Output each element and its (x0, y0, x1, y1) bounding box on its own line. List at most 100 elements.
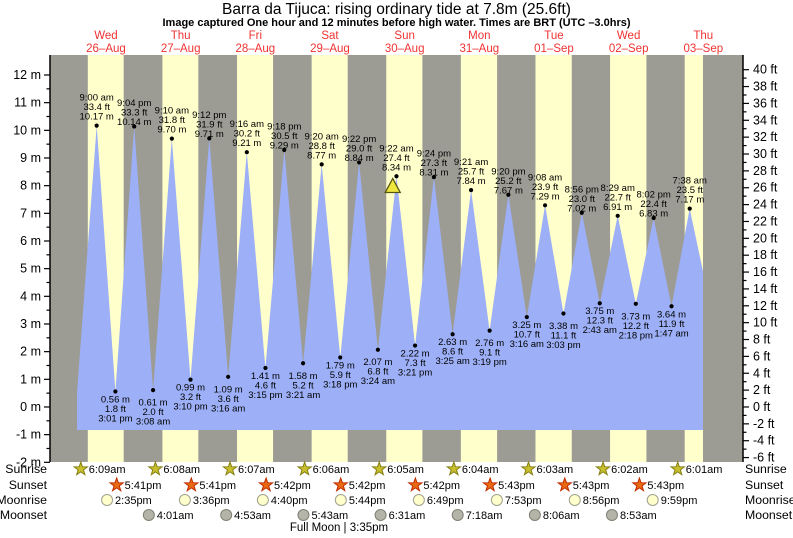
sunrise-icon (72, 460, 89, 476)
low-tide-label-line: 1.58 m (289, 371, 318, 382)
high-tide-label-line: 9:22 am (379, 143, 413, 154)
low-tide-label-line: 3.38 m (549, 321, 578, 332)
moonrise-icon (334, 494, 347, 506)
low-tide-label-line: 3:24 am (361, 376, 395, 387)
low-tide-label-line: 2.76 m (475, 338, 504, 349)
left-axis-label: 3 m (20, 317, 41, 331)
low-tide-label: 1.79 m5.9 ft3:18 pm (323, 360, 357, 390)
high-tide-label-line: 7.29 m (531, 191, 560, 202)
date-label-weekday: Sun (394, 30, 414, 42)
high-tide-label-line: 8.31 m (419, 168, 448, 179)
right-axis-label: 32 ft (753, 130, 778, 144)
high-tide-label-line: 28.8 ft (308, 141, 335, 152)
high-tide-label-line: 9:00 am (80, 93, 114, 104)
high-tide-label-line: 7:38 am (673, 176, 707, 187)
moonrise-icon (412, 494, 425, 506)
moonset-time: 5:43am (311, 510, 348, 522)
moonrise-time: 6:49pm (427, 495, 464, 507)
date-label-date: 27–Aug (161, 43, 201, 55)
high-tide-label-line: 9:20 am (305, 131, 339, 142)
right-axis-label: 20 ft (753, 231, 778, 245)
low-tide-label: 3.25 m10.7 ft3:16 am (510, 320, 544, 350)
right-axis-label: 8 ft (753, 333, 771, 347)
low-tide-label-line: 2:43 am (583, 325, 617, 336)
high-tide-label-line: 9:04 pm (117, 98, 151, 109)
high-tide-label-line: 27.4 ft (383, 153, 410, 164)
high-tide-label-line: 9:18 pm (267, 121, 301, 132)
low-tide-label-line: 3:19 pm (472, 357, 506, 368)
right-axis-label: -2 ft (753, 417, 775, 431)
row-label-moonrise-right: Moonrise (745, 493, 793, 507)
low-tide-label-line: 3:08 am (136, 417, 170, 428)
low-tide-label-line: 2:18 pm (619, 330, 653, 341)
low-tide-label: 0.99 m3.2 ft3:10 pm (173, 383, 207, 413)
low-tide-label: 3.38 m11.1 ft3:03 pm (546, 321, 580, 351)
low-tide-label-line: 2.07 m (363, 357, 392, 368)
low-tide-dot (412, 343, 418, 348)
low-tide-label-line: 12.3 ft (587, 316, 614, 327)
moonset-time: 4:01am (157, 510, 194, 522)
high-tide-dot (207, 136, 212, 141)
low-tide-dot (450, 332, 455, 337)
low-tide-label-line: 3:10 pm (173, 402, 207, 413)
low-tide-label-line: 3:21 pm (398, 368, 432, 379)
right-axis-label: 14 ft (753, 282, 778, 296)
high-tide-dot (687, 206, 692, 211)
tide-curve (77, 125, 703, 430)
left-axis-label: 9 m (20, 151, 41, 165)
date-label-weekday: Wed (94, 30, 117, 42)
moonset-time: 7:18am (466, 510, 503, 522)
left-axis-label: 6 m (20, 234, 41, 248)
low-tide-label: 3.73 m12.2 ft2:18 pm (619, 311, 653, 341)
high-tide-label-line: 8:02 pm (636, 190, 670, 201)
row-label-moonset-left: Moonset (0, 508, 48, 522)
high-tide-label-line: 8:29 am (601, 183, 635, 194)
sunset-time: 5:42pm (274, 480, 311, 492)
chart-title: Barra da Tijuca: rising ordinary tide at… (222, 1, 571, 18)
low-tide-label-line: 12.2 ft (623, 321, 650, 332)
low-tide-label: 3.64 m11.9 ft1:47 am (654, 309, 688, 339)
right-axis-label: 16 ft (753, 265, 778, 279)
high-tide-label-line: 9:16 am (230, 119, 264, 130)
left-axis-label: 12 m (13, 68, 41, 82)
low-tide-label: 2.07 m6.8 ft3:24 am (361, 357, 395, 387)
low-tide-label-line: 11.9 ft (659, 319, 685, 330)
high-tide-label-line: 33.3 ft (121, 107, 148, 118)
date-label-weekday: Thu (693, 30, 713, 42)
moonrise-icon (490, 494, 503, 506)
right-axis-label: 36 ft (753, 96, 778, 110)
low-tide-dot (263, 365, 268, 371)
low-tide-label: 0.56 m1.8 ft3:01 pm (98, 394, 132, 424)
sunset-time: 5:43pm (498, 480, 535, 492)
left-axis-label: 4 m (20, 289, 41, 303)
low-tide-label-line: 3.6 ft (218, 394, 239, 405)
date-label-weekday: Tue (544, 30, 563, 42)
row-label-sunset-left: Sunset (9, 478, 48, 492)
low-tide-label-line: 1.09 m (214, 384, 243, 395)
left-axis-label: 5 m (20, 262, 41, 276)
high-tide-dot (94, 123, 99, 128)
date-label-date: 31–Aug (459, 43, 499, 55)
sunset-icon (556, 476, 573, 492)
sunset-time: 5:42pm (423, 480, 460, 492)
high-tide-label-line: 7.17 m (675, 195, 704, 206)
sunrise-time: 6:07am (238, 464, 275, 476)
left-axis-label: 11 m (14, 96, 41, 110)
sunrise-time: 6:05am (387, 464, 424, 476)
low-tide-label-line: 0.99 m (176, 383, 205, 394)
high-tide-label-line: 9:24 pm (417, 149, 451, 160)
moonset-time: 8:53am (620, 510, 657, 522)
low-tide-label-line: 3.25 m (512, 320, 541, 331)
low-tide-label-line: 3.73 m (621, 311, 650, 322)
high-tide-label-line: 23.5 ft (677, 185, 704, 196)
sunset-icon (332, 476, 349, 492)
right-axis-label: 4 ft (753, 366, 771, 380)
sunset-time: 5:41pm (125, 480, 162, 492)
moon-phase-label: Full Moon | 3:35pm (290, 522, 388, 534)
high-tide-dot (282, 147, 287, 153)
